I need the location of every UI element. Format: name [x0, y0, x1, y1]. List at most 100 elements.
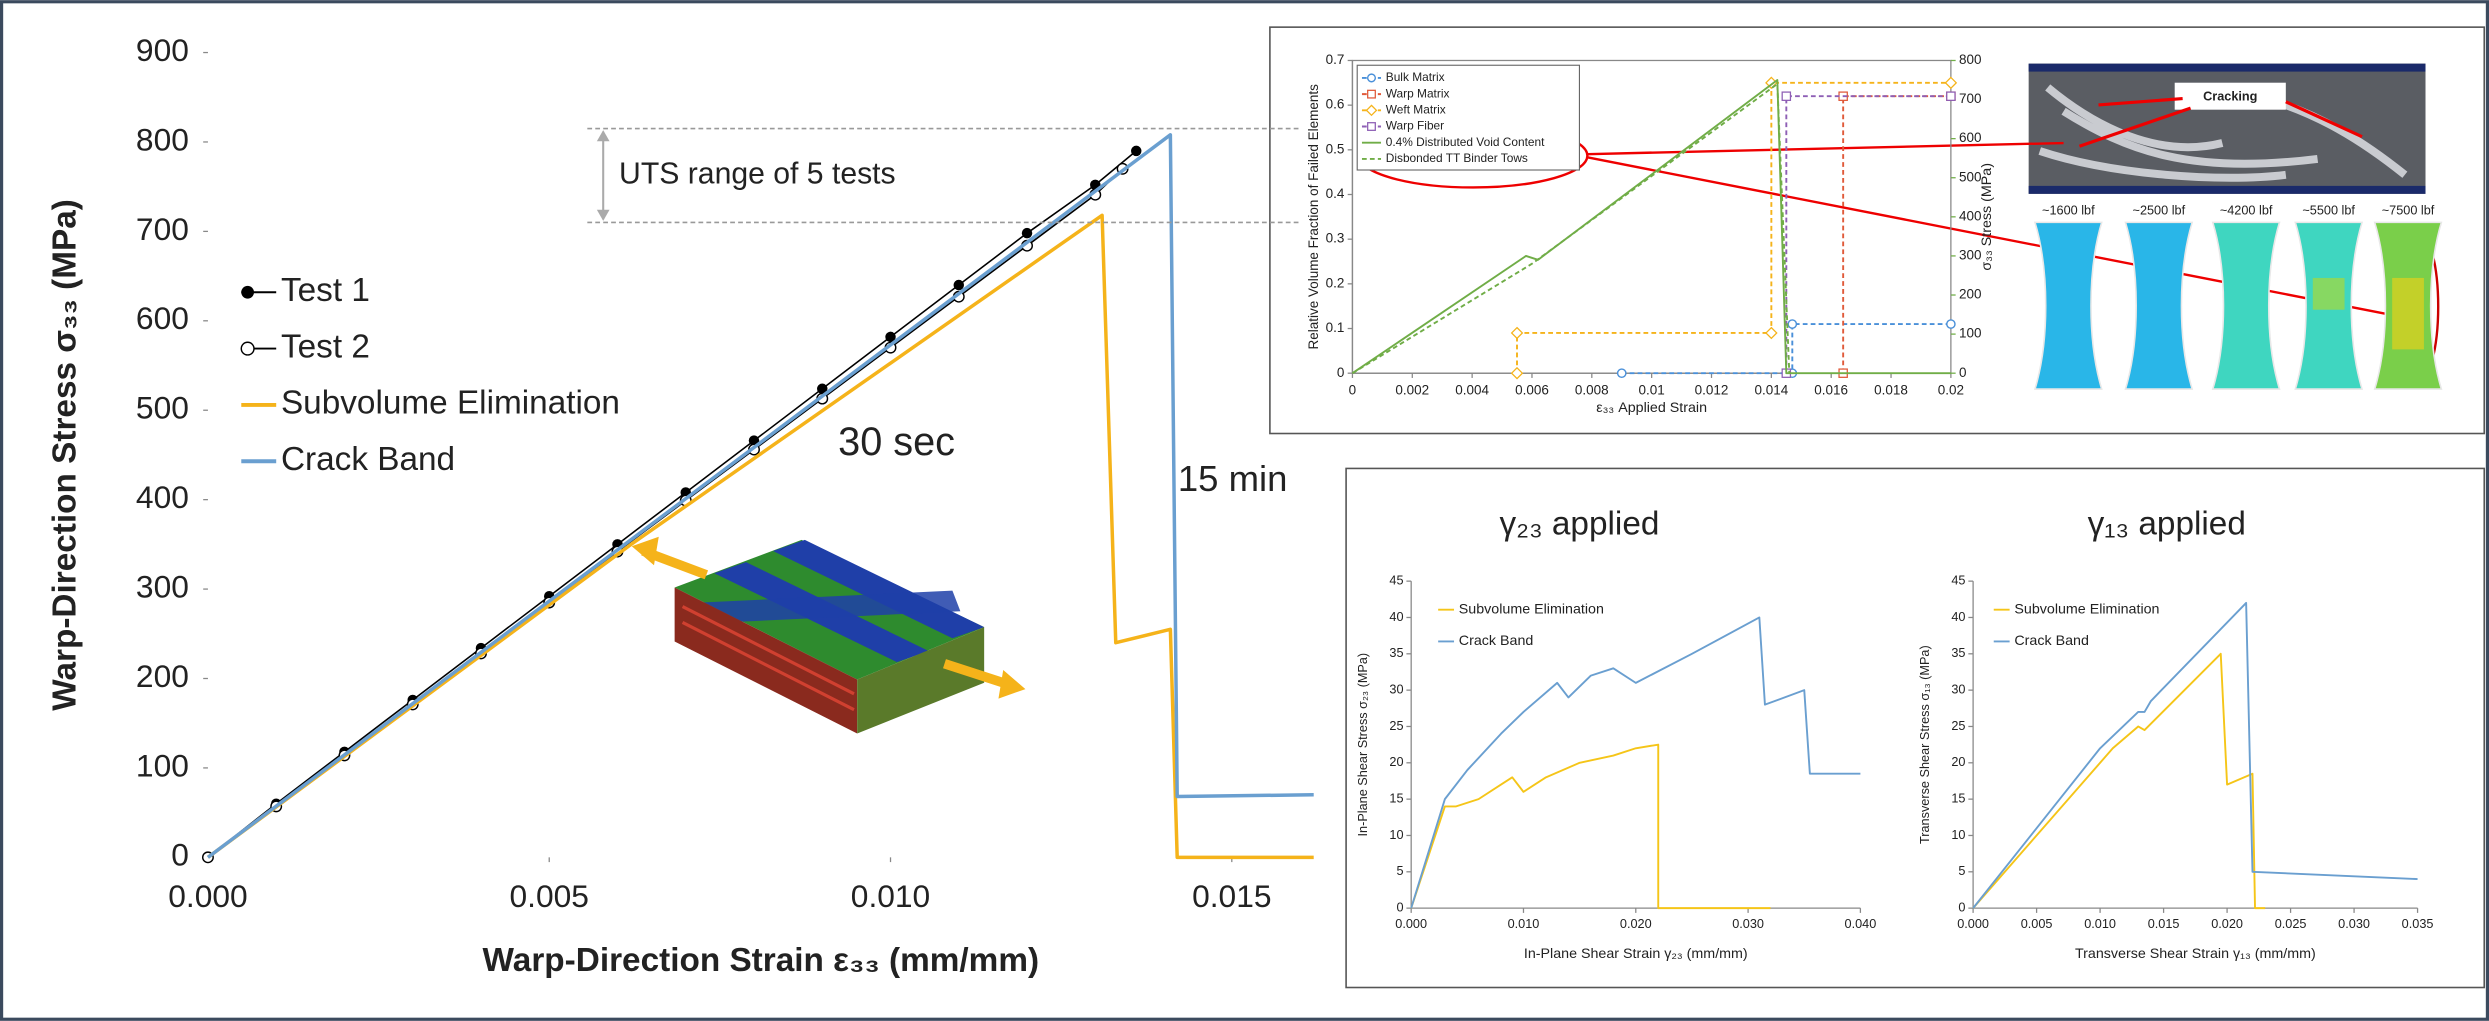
load-label: ~1600 lbf — [2042, 204, 2095, 218]
x-tick-label: 0.030 — [1732, 917, 1764, 931]
chart-title: γ₁₃ applied — [2088, 505, 2246, 542]
y-tick-label: 0.3 — [1326, 231, 1345, 246]
y-axis-label: Relative Volume Fraction of Failed Eleme… — [1306, 84, 1321, 350]
x-tick-label: 0.000 — [1395, 917, 1427, 931]
x-axis-label: ε₃₃ Applied Strain — [1596, 400, 1707, 416]
y-tick-label: 0.4 — [1326, 186, 1345, 201]
marker — [1131, 146, 1141, 156]
legend-label: Disbonded TT Binder Tows — [1386, 151, 1528, 165]
load-label: ~7500 lbf — [2382, 204, 2435, 218]
load-label: ~4200 lbf — [2220, 204, 2273, 218]
marker — [1368, 74, 1376, 82]
y-tick-label: 25 — [1951, 719, 1965, 733]
specimen — [2213, 222, 2280, 389]
specimen — [2125, 222, 2192, 389]
legend-label: Test 2 — [281, 328, 370, 365]
y-axis-label: Transverse Shear Stress σ₁₃ (MPa) — [1918, 645, 1932, 844]
y-tick-label: 15 — [1389, 791, 1403, 805]
x-tick-label: 0.010 — [2084, 917, 2116, 931]
legend-label: Crack Band — [2014, 633, 2089, 649]
x-tick-label: 0.015 — [2148, 917, 2180, 931]
y2-tick-label: 200 — [1959, 287, 1981, 302]
specimen-damage — [2313, 278, 2345, 310]
marker — [1947, 92, 1955, 100]
y-tick-label: 0 — [1396, 900, 1403, 914]
y-tick-label: 35 — [1951, 646, 1965, 660]
y-tick-label: 45 — [1389, 573, 1403, 587]
x-tick-label: 0.016 — [1814, 382, 1848, 397]
y-tick-label: 30 — [1951, 682, 1965, 696]
y-axis-label: Warp-Direction Stress σ₃₃ (MPa) — [46, 199, 83, 711]
specimen-damage — [2392, 278, 2424, 349]
specimen — [2035, 222, 2102, 389]
x-axis-label: In-Plane Shear Strain γ₂₃ (mm/mm) — [1524, 946, 1748, 962]
legend-label: Bulk Matrix — [1386, 70, 1445, 84]
x-tick-label: 0 — [1349, 382, 1357, 397]
x-tick-label: 0.008 — [1575, 382, 1609, 397]
x-tick-label: 0.02 — [1938, 382, 1964, 397]
y2-tick-label: 400 — [1959, 208, 1981, 223]
uts-label: UTS range of 5 tests — [619, 157, 896, 190]
y2-tick-label: 600 — [1959, 130, 1981, 145]
y-tick-label: 100 — [136, 747, 189, 783]
x-tick-label: 0.010 — [851, 878, 930, 914]
legend-label: Warp Fiber — [1386, 119, 1444, 133]
marker — [1368, 123, 1376, 131]
y2-tick-label: 300 — [1959, 247, 1981, 262]
marker — [1368, 90, 1376, 98]
load-label: ~5500 lbf — [2302, 204, 2355, 218]
y-tick-label: 40 — [1389, 610, 1403, 624]
x-tick-label: 0.035 — [2402, 917, 2434, 931]
marker — [954, 280, 964, 290]
y-tick-label: 900 — [136, 32, 189, 68]
marker — [1788, 320, 1796, 328]
y-tick-label: 30 — [1389, 682, 1403, 696]
x-tick-label: 0.004 — [1455, 382, 1489, 397]
slide: 0.0000.0050.0100.01501002003004005006007… — [0, 0, 2489, 1021]
legend-label: Weft Matrix — [1386, 102, 1446, 116]
page: {"chart_data": [ {"type": "line", "xlabe… — [0, 0, 2489, 1021]
x-tick-label: 0.010 — [1508, 917, 1540, 931]
legend-label: Warp Matrix — [1386, 86, 1450, 100]
marker — [1022, 228, 1032, 238]
legend-label: Test 1 — [281, 272, 370, 309]
y-tick-label: 300 — [136, 568, 189, 604]
x-tick-label: 0.018 — [1874, 382, 1908, 397]
y-tick-label: 0.7 — [1326, 52, 1345, 67]
y-tick-label: 15 — [1951, 791, 1965, 805]
y-tick-label: 25 — [1389, 719, 1403, 733]
x-tick-label: 0.020 — [2211, 917, 2243, 931]
x-tick-label: 0.006 — [1515, 382, 1549, 397]
x-tick-label: 0.025 — [2275, 917, 2307, 931]
y2-tick-label: 100 — [1959, 326, 1981, 341]
x-tick-label: 0.000 — [168, 878, 247, 914]
y2-tick-label: 700 — [1959, 91, 1981, 106]
y2-tick-label: 0 — [1959, 365, 1966, 380]
x-axis-label: Warp-Direction Strain ε₃₃ (mm/mm) — [483, 942, 1040, 979]
y-tick-label: 5 — [1396, 864, 1403, 878]
chart-title: γ₂₃ applied — [1499, 505, 1659, 542]
x-tick-label: 0.000 — [1957, 917, 1989, 931]
legend-label: Subvolume Elimination — [1459, 601, 1604, 617]
x-tick-label: 0.005 — [2021, 917, 2053, 931]
x-tick-label: 0.002 — [1395, 382, 1429, 397]
y-tick-label: 20 — [1389, 755, 1403, 769]
y-tick-label: 0.6 — [1326, 97, 1345, 112]
y-tick-label: 0.5 — [1326, 141, 1345, 156]
x-tick-label: 0.015 — [1192, 878, 1271, 914]
y2-tick-label: 500 — [1959, 169, 1981, 184]
x-tick-label: 0.020 — [1620, 917, 1652, 931]
marker — [241, 286, 254, 299]
marker — [241, 342, 254, 355]
time-label: 15 min — [1178, 458, 1288, 499]
y-tick-label: 5 — [1958, 864, 1965, 878]
x-tick-label: 0.005 — [510, 878, 589, 914]
y-tick-label: 500 — [136, 390, 189, 426]
y-tick-label: 0.2 — [1326, 275, 1345, 290]
micrograph-edge — [2029, 186, 2426, 194]
legend-label: Subvolume Elimination — [281, 385, 620, 422]
y-tick-label: 10 — [1951, 828, 1965, 842]
x-tick-label: 0.01 — [1639, 382, 1665, 397]
y-tick-label: 20 — [1951, 755, 1965, 769]
x-tick-label: 0.030 — [2338, 917, 2370, 931]
